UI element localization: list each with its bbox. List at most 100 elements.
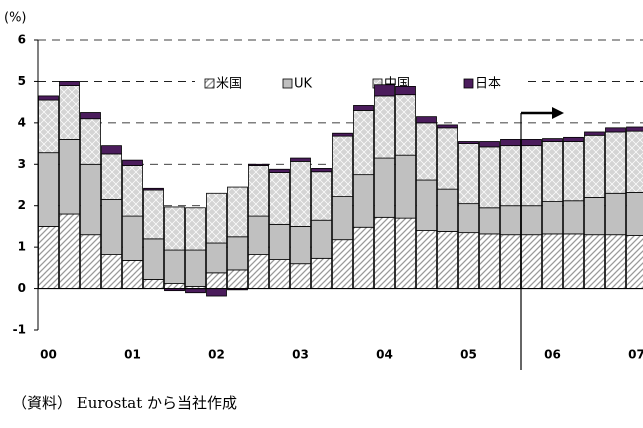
- legend-swatch: [204, 78, 215, 89]
- bar-segment: [584, 131, 605, 136]
- bar-segment: [122, 159, 143, 166]
- bar-segment: [626, 126, 643, 132]
- bar-segment: [479, 207, 500, 235]
- bar-segment: [563, 136, 584, 142]
- legend-swatch: [463, 78, 474, 89]
- legend-label: 米国: [216, 77, 242, 92]
- bar-segment: [59, 85, 80, 140]
- bar-segment: [521, 234, 542, 289]
- bar-segment: [332, 196, 353, 241]
- bar-segment: [374, 157, 395, 218]
- bar-segment: [290, 160, 311, 227]
- bar-segment: [521, 145, 542, 207]
- bar-segment: [563, 141, 584, 202]
- bar-segment: [122, 165, 143, 217]
- bar-segment: [80, 234, 101, 289]
- bar-segment: [353, 174, 374, 228]
- bar-segment: [164, 249, 185, 285]
- bar-segment: [500, 139, 521, 147]
- bar-segment: [227, 186, 248, 238]
- y-tick-label: 1: [18, 240, 26, 254]
- bar-segment: [416, 230, 437, 289]
- bar-segment: [605, 234, 626, 289]
- bar-segment: [563, 200, 584, 235]
- bar-segment: [395, 86, 416, 96]
- bar-segment: [437, 124, 458, 129]
- bar-segment: [437, 230, 458, 289]
- bar-segment: [38, 226, 59, 289]
- bar-segment: [626, 130, 643, 193]
- bar-segment: [143, 187, 164, 191]
- bar-segment: [626, 235, 643, 289]
- bar-segment: [353, 226, 374, 289]
- source-note: （資料） Eurostat から当社作成: [12, 394, 237, 412]
- legend-label: 日本: [475, 77, 501, 92]
- bar-segment: [311, 168, 332, 173]
- bar-segment: [185, 288, 206, 294]
- y-tick-label: 4: [18, 115, 26, 129]
- x-tick-label: 06: [544, 348, 561, 362]
- legend: 米国 UK 中国 日本: [195, 74, 525, 92]
- annotation-arrow: [520, 107, 564, 370]
- bar-segment: [269, 168, 290, 173]
- bar-segment: [542, 233, 563, 289]
- bar-segment: [437, 127, 458, 190]
- bar-segment: [437, 188, 458, 232]
- bar-segment: [584, 197, 605, 236]
- bar-segment: [206, 242, 227, 274]
- bar-segment: [542, 138, 563, 142]
- bar-segment: [395, 217, 416, 289]
- bar-segment: [458, 232, 479, 289]
- y-tick-label: -1: [13, 323, 26, 337]
- bar-segment: [38, 152, 59, 227]
- legend-background: [195, 74, 525, 92]
- bar-segment: [206, 272, 227, 289]
- bar-segment: [458, 141, 479, 144]
- bar-segment: [206, 192, 227, 244]
- bar-segment: [311, 219, 332, 259]
- bar-segment: [248, 215, 269, 255]
- bar-segment: [248, 254, 269, 289]
- bar-segment: [143, 279, 164, 289]
- bar-segment: [332, 132, 353, 137]
- bar-segment: [38, 99, 59, 154]
- bar-segment: [311, 171, 332, 221]
- bar-segment: [311, 257, 332, 289]
- bar-segment: [458, 203, 479, 234]
- bar-segment: [38, 95, 59, 101]
- bar-segment: [185, 207, 206, 251]
- bar-segment: [227, 236, 248, 271]
- bar-segment: [374, 95, 395, 159]
- bar-segment: [101, 153, 122, 200]
- x-tick-label: 02: [208, 348, 225, 362]
- bar-segment: [395, 94, 416, 156]
- x-tick-label: 03: [292, 348, 309, 362]
- y-tick-label: 2: [18, 198, 26, 212]
- legend-label: UK: [294, 77, 313, 92]
- bar-segment: [458, 143, 479, 205]
- bar-segment: [584, 234, 605, 289]
- bar-segment: [59, 213, 80, 289]
- bar-segment: [563, 233, 584, 289]
- bar-segment: [605, 131, 626, 194]
- bar-segment: [269, 259, 290, 289]
- bar-segment: [542, 201, 563, 235]
- bar-segment: [248, 163, 269, 166]
- bar-segment: [80, 163, 101, 236]
- bar-segment: [59, 81, 80, 86]
- bar-segment: [101, 254, 122, 289]
- y-tick-label: 0: [18, 281, 26, 295]
- bar-segment: [143, 238, 164, 280]
- bar-segment: [605, 127, 626, 133]
- x-tick-label: 00: [40, 348, 57, 362]
- y-tick-label: 6: [18, 33, 26, 47]
- bar-segment: [500, 145, 521, 207]
- y-tick-label: 3: [18, 157, 26, 171]
- bar-segment: [164, 283, 185, 289]
- bar-segment: [332, 239, 353, 289]
- bar-segment: [542, 141, 563, 202]
- bar-segment: [185, 249, 206, 287]
- bar-segment: [353, 110, 374, 176]
- bar-segment: [80, 112, 101, 120]
- bar-segment: [332, 135, 353, 198]
